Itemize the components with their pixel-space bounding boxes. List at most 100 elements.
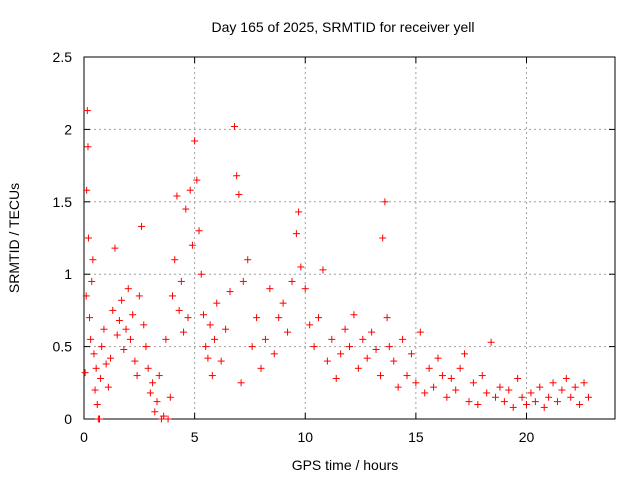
data-point: [151, 408, 159, 416]
data-point: [140, 321, 148, 329]
data-point: [217, 357, 225, 365]
data-point: [169, 292, 176, 300]
data-point: [193, 176, 201, 184]
data-point: [558, 386, 566, 394]
y-tick-label: 2.5: [53, 49, 73, 65]
data-point: [257, 364, 265, 372]
data-point: [496, 383, 504, 391]
data-point: [341, 325, 349, 333]
data-point: [115, 317, 123, 325]
data-point: [306, 321, 314, 329]
data-point: [279, 299, 287, 307]
data-point: [83, 107, 91, 115]
data-point: [166, 393, 174, 401]
data-point: [368, 328, 376, 336]
x-tick-label: 5: [191, 429, 199, 445]
data-point: [153, 398, 161, 406]
data-point: [297, 263, 305, 271]
data-point: [403, 372, 411, 380]
data-point: [182, 205, 190, 213]
data-point: [447, 374, 455, 382]
data-point: [90, 350, 98, 358]
data-point: [465, 398, 473, 406]
data-point: [131, 357, 139, 365]
y-tick-label: 1.5: [53, 194, 73, 210]
data-point: [188, 241, 196, 249]
y-tick-label: 2: [64, 121, 72, 137]
data-point: [500, 398, 508, 406]
data-point: [346, 343, 353, 351]
data-point: [206, 321, 214, 329]
data-point: [244, 256, 252, 264]
data-point: [102, 360, 110, 368]
data-point: [155, 372, 163, 380]
data-point: [126, 335, 134, 343]
data-point: [149, 379, 157, 387]
y-tick-label: 0.5: [53, 339, 73, 355]
data-point: [191, 137, 199, 145]
data-point: [208, 372, 216, 380]
data-point: [173, 192, 181, 200]
data-point: [514, 374, 522, 382]
data-point: [98, 343, 106, 351]
data-point: [222, 325, 230, 333]
data-point: [204, 354, 212, 362]
data-point: [443, 393, 451, 401]
x-tick-label: 0: [80, 429, 88, 445]
data-point: [584, 393, 592, 401]
axis-ticks: 0 5 10 15 20 0 0.5 1 1.5 2 2.5: [53, 49, 615, 445]
data-point: [412, 379, 420, 387]
data-point: [171, 256, 179, 264]
data-point: [138, 222, 146, 230]
data-point: [416, 328, 424, 336]
data-point: [275, 314, 283, 322]
data-point: [383, 314, 391, 322]
data-point: [144, 364, 152, 372]
data-point: [202, 343, 210, 351]
data-point: [301, 285, 309, 293]
data-point: [540, 403, 548, 411]
data-point: [84, 234, 92, 242]
data-point: [407, 350, 415, 358]
data-point: [492, 393, 500, 401]
data-point: [319, 266, 327, 274]
data-point: [235, 191, 243, 199]
data-point: [180, 328, 188, 336]
data-point: [523, 401, 530, 409]
data-point: [518, 393, 526, 401]
data-point: [95, 415, 103, 423]
data-point: [399, 335, 407, 343]
data-point: [567, 393, 575, 401]
data-point: [86, 314, 94, 322]
data-point: [133, 372, 141, 380]
data-point: [359, 335, 367, 343]
data-point: [505, 386, 513, 394]
data-point: [363, 354, 371, 362]
data-point: [253, 314, 261, 322]
data-point: [97, 374, 105, 382]
data-point: [545, 393, 553, 401]
data-point: [83, 186, 91, 194]
data-point: [160, 412, 168, 420]
chart-title: Day 165 of 2025, SRMTID for receiver yel…: [212, 19, 475, 35]
data-point: [92, 364, 100, 372]
data-point: [84, 143, 92, 151]
data-point: [549, 379, 557, 387]
data-point: [120, 345, 128, 353]
data-point: [474, 401, 482, 409]
data-point: [350, 311, 358, 319]
data-point: [284, 328, 292, 336]
data-point: [248, 343, 256, 351]
data-point: [107, 354, 115, 362]
data-point: [233, 172, 241, 180]
data-point: [337, 350, 345, 358]
data-point: [162, 335, 170, 343]
data-point: [100, 325, 108, 333]
data-point: [124, 285, 132, 293]
data-point: [164, 415, 172, 423]
data-points: [81, 107, 592, 423]
data-point: [390, 357, 398, 365]
data-point: [230, 123, 238, 131]
data-point: [237, 379, 245, 387]
data-point: [376, 372, 384, 380]
